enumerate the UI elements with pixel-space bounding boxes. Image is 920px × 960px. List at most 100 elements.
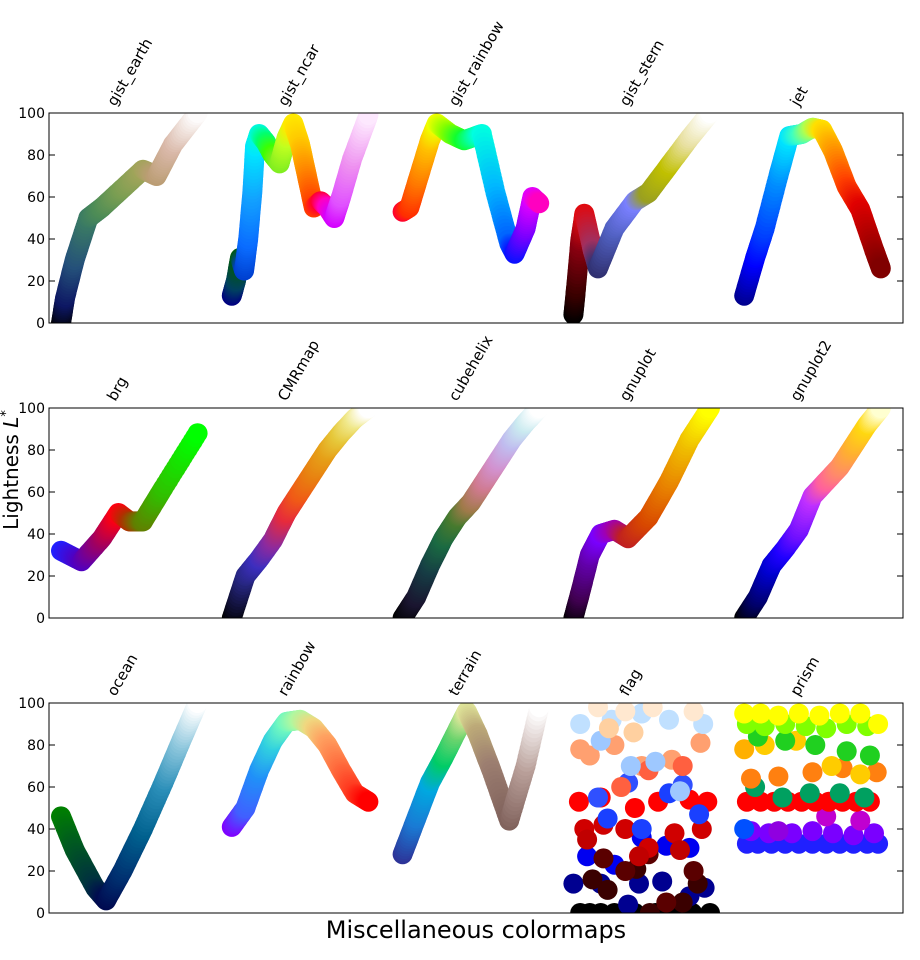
data-point: [672, 756, 693, 776]
data-point: [850, 703, 871, 724]
data-point: [568, 791, 589, 812]
cmap-label-gist_rainbow: gist_rainbow: [445, 18, 509, 110]
data-point: [631, 819, 652, 839]
data-point: [683, 703, 704, 722]
data-point: [577, 829, 598, 850]
x-axis-label: Miscellaneous colormaps: [326, 916, 626, 944]
cmap-label-terrain: terrain: [445, 647, 486, 699]
data-point: [579, 745, 600, 766]
data-point: [864, 823, 884, 844]
cmap-label-cmrmap: CMRmap: [274, 337, 323, 404]
y-tick-label: 60: [27, 780, 45, 796]
cmap-ocean-points: [51, 703, 208, 911]
data-point: [624, 798, 645, 818]
y-tick-label: 60: [27, 190, 45, 206]
data-point: [620, 756, 641, 776]
data-point: [741, 768, 761, 789]
y-tick-label: 100: [18, 106, 45, 122]
cmap-cmrmap-points: [221, 408, 379, 618]
data-point: [656, 892, 677, 913]
y-tick-label: 60: [27, 485, 45, 501]
y-tick-label: 40: [27, 822, 45, 838]
cmap-label-rainbow: rainbow: [274, 638, 320, 699]
data-point: [611, 777, 632, 797]
data-point: [850, 810, 871, 831]
data-point: [809, 705, 830, 726]
y-axis-label-sup: *: [0, 410, 14, 417]
data-point: [689, 804, 710, 825]
y-tick-label: 0: [36, 316, 45, 332]
data-point: [836, 741, 857, 762]
data-point: [563, 873, 584, 894]
cmap-rainbow-points: [221, 709, 379, 837]
data-point: [659, 709, 679, 730]
data-point: [588, 787, 608, 808]
panel-row-3: ocean rainbow terrain flag prism 0 20 40 60 80 100: [18, 638, 904, 922]
data-point: [734, 819, 755, 839]
data-point: [570, 714, 591, 734]
data-point: [823, 823, 843, 844]
cmap-label-prism: prism: [786, 653, 823, 699]
y-tick-label: 80: [27, 738, 45, 754]
cmap-label-gist_ncar: gist_ncar: [274, 40, 325, 109]
cmap-gist_earth-points: [51, 113, 208, 323]
y-axis-label-var: L: [0, 417, 23, 428]
data-point: [582, 869, 603, 890]
data-point: [664, 823, 685, 844]
panel-row-1: gist_earth gist_ncar gist_rainbow gist_ster…: [18, 18, 904, 332]
data-point: [772, 787, 793, 808]
data-point: [683, 861, 704, 881]
cmap-jet-points: [734, 117, 891, 306]
cmap-label-cubehelix: cubehelix: [445, 332, 497, 404]
data-point: [187, 703, 208, 713]
cmap-label-gnuplot: gnuplot: [616, 345, 660, 404]
cmap-label-brg: brg: [103, 373, 131, 404]
data-point: [597, 808, 618, 829]
cmap-terrain-points: [392, 703, 550, 865]
y-tick-label: 100: [18, 696, 45, 712]
data-point: [642, 703, 663, 718]
data-point: [700, 113, 720, 123]
data-point: [670, 840, 690, 860]
data-point: [854, 787, 875, 808]
y-tick-label: 0: [36, 906, 45, 922]
data-point: [850, 764, 871, 785]
y-tick-label: 100: [18, 401, 45, 417]
data-point: [670, 781, 690, 802]
data-point: [358, 791, 379, 812]
cmap-label-gnuplot2: gnuplot2: [786, 337, 835, 404]
data-point: [598, 718, 619, 739]
y-tick-label: 0: [36, 611, 45, 627]
data-point: [802, 821, 823, 842]
data-point: [618, 894, 639, 913]
data-point: [870, 258, 891, 279]
y-tick-label: 80: [27, 148, 45, 164]
data-point: [577, 846, 598, 867]
data-point: [829, 703, 850, 724]
cmap-gnuplot2-points: [734, 408, 891, 618]
y-tick-label: 20: [27, 864, 45, 880]
data-point: [799, 783, 820, 804]
data-point: [736, 791, 757, 812]
y-axis-label-main: Lightness: [0, 428, 23, 530]
data-point: [652, 871, 673, 892]
data-point: [768, 705, 789, 726]
cmap-brg-points: [51, 423, 208, 572]
axes-frame: [48, 407, 904, 619]
data-point: [805, 735, 826, 755]
y-tick-label: 80: [27, 443, 45, 459]
data-point: [358, 113, 379, 126]
data-point: [597, 879, 618, 900]
data-point: [529, 703, 550, 718]
data-point: [615, 703, 636, 722]
data-point: [734, 703, 755, 724]
y-tick-label: 40: [27, 527, 45, 543]
cmap-prism-points: [734, 703, 889, 854]
cmap-label-gist_stern: gist_stern: [616, 37, 669, 110]
data-point: [821, 756, 842, 776]
panel-marks: [51, 703, 889, 913]
y-tick-label: 40: [27, 232, 45, 248]
y-tick-label: 20: [27, 569, 45, 585]
data-point: [187, 423, 208, 444]
